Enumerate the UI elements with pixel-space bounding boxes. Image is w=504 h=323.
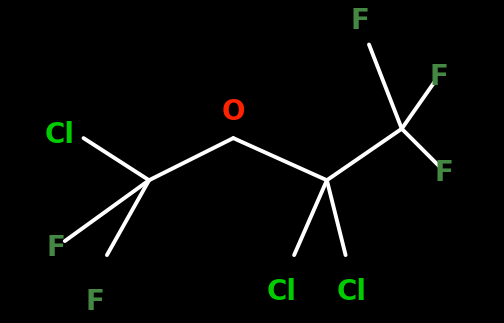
Text: Cl: Cl — [44, 121, 74, 149]
Text: F: F — [430, 63, 449, 91]
Text: F: F — [46, 234, 65, 263]
Text: F: F — [350, 7, 369, 35]
Text: Cl: Cl — [336, 278, 366, 307]
Text: F: F — [434, 159, 454, 187]
Text: O: O — [222, 98, 245, 126]
Text: Cl: Cl — [267, 278, 297, 307]
Text: F: F — [85, 288, 104, 316]
